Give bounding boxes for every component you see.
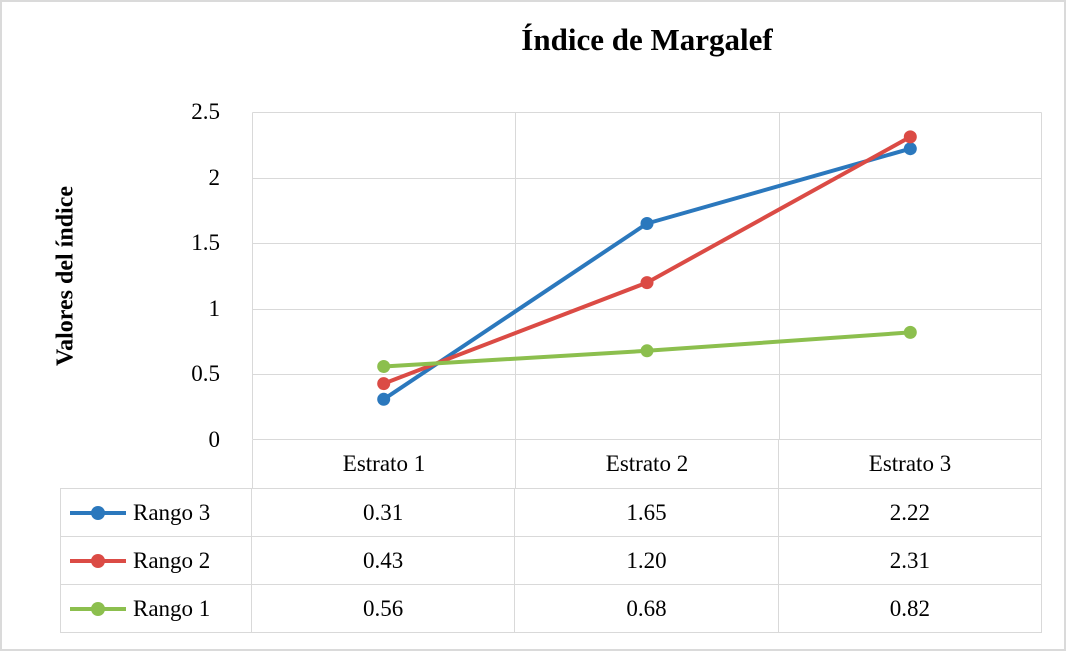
value-cell: 2.22 <box>778 489 1042 537</box>
x-axis-labels: Estrato 1 Estrato 2 Estrato 3 <box>252 440 1042 488</box>
legend-key-cell: Rango 1 <box>60 585 252 633</box>
y-tick-label: 1 <box>208 295 221 321</box>
legend-key-cell: Rango 2 <box>60 537 252 585</box>
y-tick-label: 2.5 <box>191 99 220 124</box>
data-point-marker-rango-2 <box>640 276 654 290</box>
y-tick-label: 0.5 <box>191 361 220 387</box>
x-axis-label: Estrato 1 <box>253 440 516 488</box>
value-cell: 0.68 <box>515 585 779 633</box>
y-tick-label: 0 <box>208 427 221 452</box>
data-point-marker-rango-2 <box>377 377 391 391</box>
value-cell: 0.82 <box>778 585 1042 633</box>
data-table: Rango 3 0.31 1.65 2.22 Rango 2 0.43 1.20 2.31 Ra… <box>60 488 1042 633</box>
data-point-marker-rango-1 <box>377 360 391 373</box>
x-axis-label: Estrato 2 <box>516 440 779 488</box>
legend-key-cell: Rango 3 <box>60 489 252 537</box>
chart-title: Índice de Margalef <box>521 22 773 57</box>
x-axis-label: Estrato 3 <box>779 440 1042 488</box>
legend-marker-icon <box>70 601 126 616</box>
series-name-label: Rango 2 <box>133 547 211 573</box>
data-point-marker-rango-3 <box>640 217 654 230</box>
value-cell: 1.65 <box>515 489 779 537</box>
legend-marker-icon <box>70 505 126 520</box>
table-row: Rango 2 0.43 1.20 2.31 <box>60 537 1042 585</box>
series-name-label: Rango 1 <box>133 595 211 621</box>
data-point-marker-rango-3 <box>903 142 917 156</box>
data-point-marker-rango-1 <box>903 325 917 339</box>
data-point-marker-rango-1 <box>640 344 654 358</box>
plot-area <box>252 112 1042 440</box>
data-point-marker-rango-2 <box>903 130 917 144</box>
y-axis-title: Valores del índice <box>52 186 79 367</box>
table-row: Rango 1 0.56 0.68 0.82 <box>60 585 1042 633</box>
value-cell: 0.31 <box>252 489 516 537</box>
value-cell: 2.31 <box>778 537 1042 585</box>
value-cell: 0.43 <box>252 537 516 585</box>
y-tick-label: 1.5 <box>191 230 220 256</box>
value-cell: 0.56 <box>252 585 516 633</box>
data-point-marker-rango-3 <box>377 392 391 406</box>
value-cell: 1.20 <box>515 537 779 585</box>
y-tick-label: 2 <box>208 164 221 190</box>
legend-marker-icon <box>70 553 126 568</box>
series-name-label: Rango 3 <box>133 499 211 525</box>
table-row: Rango 3 0.31 1.65 2.22 <box>60 489 1042 537</box>
